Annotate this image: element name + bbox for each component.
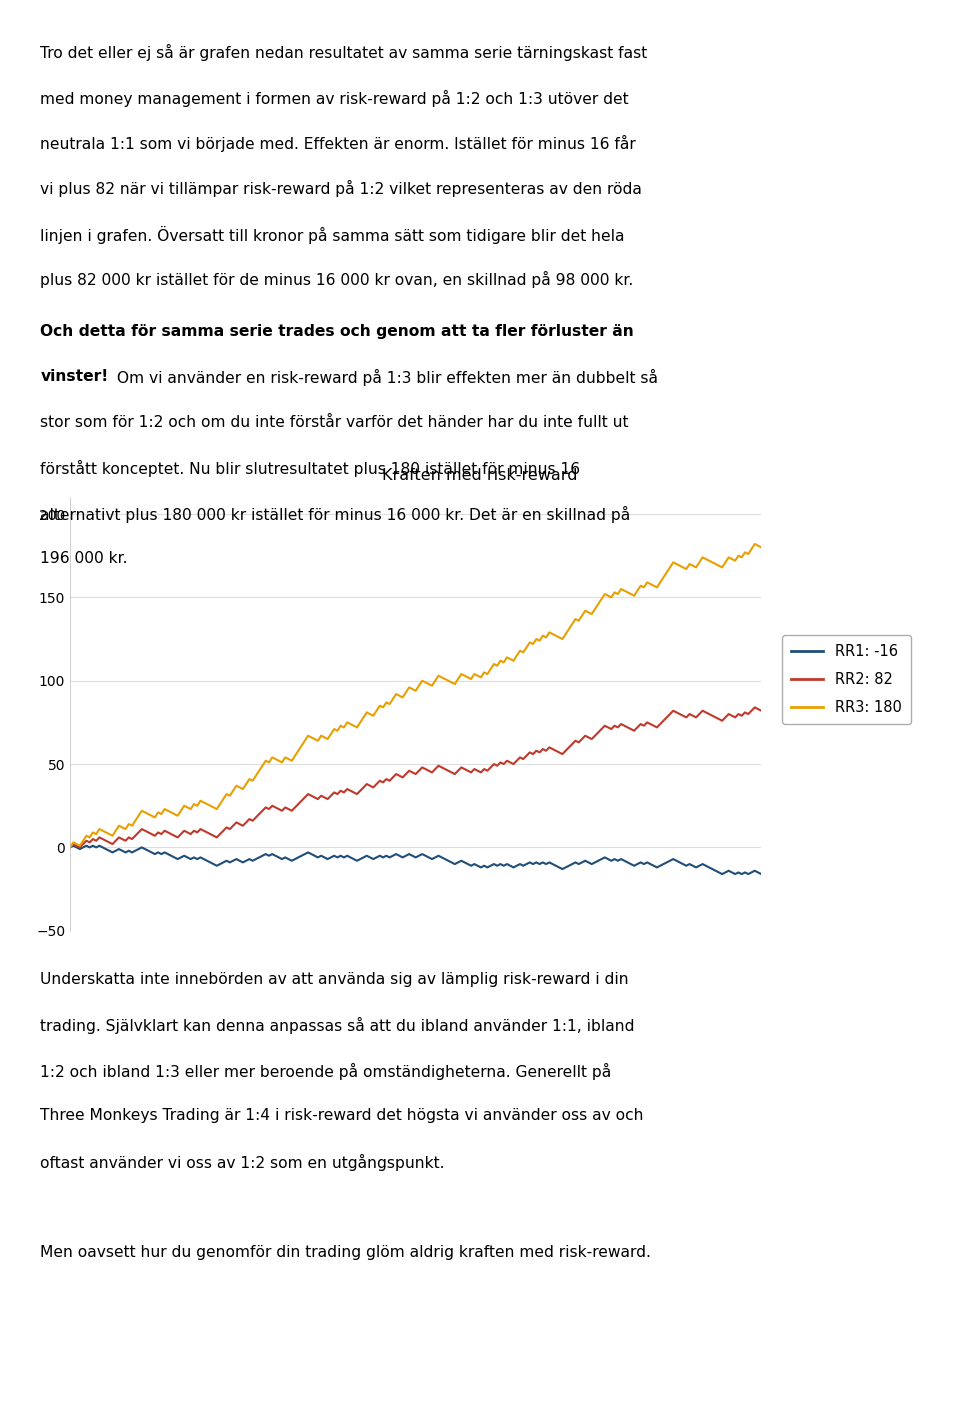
Text: 1:2 och ibland 1:3 eller mer beroende på omständigheterna. Generellt på: 1:2 och ibland 1:3 eller mer beroende på… [40,1063,612,1080]
Text: Tro det eller ej så är grafen nedan resultatet av samma serie tärningskast fast: Tro det eller ej så är grafen nedan resu… [40,44,648,61]
Legend: RR1: -16, RR2: 82, RR3: 180: RR1: -16, RR2: 82, RR3: 180 [782,635,910,723]
Text: Kraften med risk-reward: Kraften med risk-reward [382,468,578,483]
Text: oftast använder vi oss av 1:2 som en utgångspunkt.: oftast använder vi oss av 1:2 som en utg… [40,1154,444,1171]
Text: med money management i formen av risk-reward på 1:2 och 1:3 utöver det: med money management i formen av risk-re… [40,90,629,107]
Text: Underskatta inte innebörden av att använda sig av lämplig risk-reward i din: Underskatta inte innebörden av att använ… [40,972,629,988]
Text: stor som för 1:2 och om du inte förstår varför det händer har du inte fullt ut: stor som för 1:2 och om du inte förstår … [40,415,629,429]
Text: Three Monkeys Trading är 1:4 i risk-reward det högsta vi använder oss av och: Three Monkeys Trading är 1:4 i risk-rewa… [40,1108,644,1124]
Text: neutrala 1:1 som vi började med. Effekten är enorm. Istället för minus 16 får: neutrala 1:1 som vi började med. Effekte… [40,135,636,152]
Text: Om vi använder en risk-reward på 1:3 blir effekten mer än dubbelt så: Om vi använder en risk-reward på 1:3 bli… [112,369,659,387]
Text: 196 000 kr.: 196 000 kr. [40,551,128,566]
Text: vinster!: vinster! [40,369,108,384]
Text: förstått konceptet. Nu blir slutresultatet plus 180 istället för minus 16: förstått konceptet. Nu blir slutresultat… [40,460,581,477]
Text: linjen i grafen. Översatt till kronor på samma sätt som tidigare blir det hela: linjen i grafen. Översatt till kronor på… [40,226,625,244]
Text: vi plus 82 när vi tillämpar risk-reward på 1:2 vilket representeras av den röda: vi plus 82 när vi tillämpar risk-reward … [40,180,642,198]
Text: Och detta för samma serie trades och genom att ta fler förluster än: Och detta för samma serie trades och gen… [40,324,634,338]
Text: plus 82 000 kr istället för de minus 16 000 kr ovan, en skillnad på 98 000 kr.: plus 82 000 kr istället för de minus 16 … [40,271,634,288]
Text: alternativt plus 180 000 kr istället för minus 16 000 kr. Det är en skillnad på: alternativt plus 180 000 kr istället för… [40,506,631,523]
Text: Men oavsett hur du genomför din trading glöm aldrig kraften med risk-reward.: Men oavsett hur du genomför din trading … [40,1245,651,1260]
Text: trading. Självklart kan denna anpassas så att du ibland använder 1:1, ibland: trading. Självklart kan denna anpassas s… [40,1017,635,1034]
